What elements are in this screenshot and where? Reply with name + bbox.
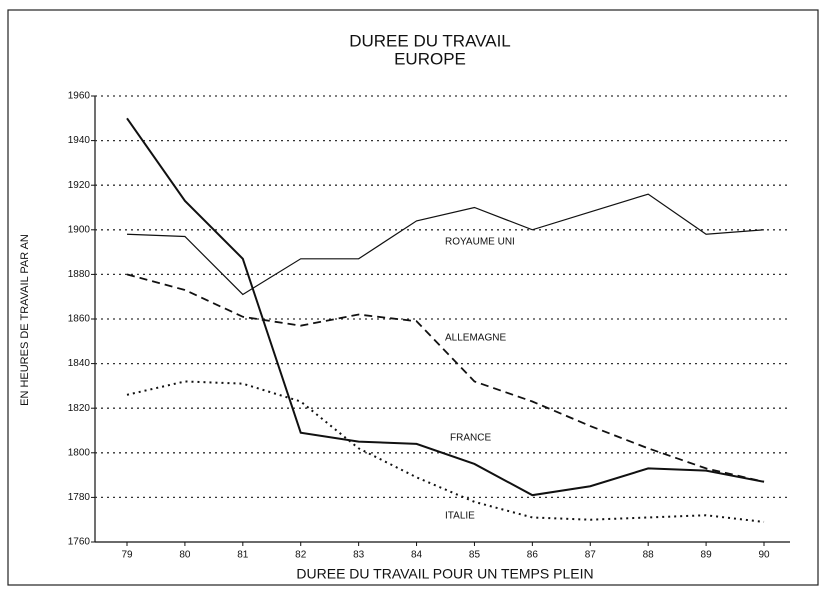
y-axis-title: EN HEURES DE TRAVAIL PAR AN <box>19 234 31 406</box>
y-tick-label: 1920 <box>68 180 91 191</box>
y-tick-label: 1800 <box>68 447 91 458</box>
series-line <box>126 273 765 483</box>
x-tick-label: 84 <box>411 550 423 561</box>
y-tick-label: 1760 <box>68 537 91 548</box>
x-tick-label: 81 <box>237 550 249 561</box>
x-tick-label: 87 <box>585 550 597 561</box>
series-label: ALLEMAGNE <box>445 333 506 344</box>
y-tick-label: 1940 <box>68 135 91 146</box>
chart-title: DUREE DU TRAVAIL <box>349 31 511 50</box>
y-tick-label: 1840 <box>68 358 91 369</box>
series-label: ROYAUME UNI <box>445 237 515 248</box>
x-tick-label: 90 <box>758 550 770 561</box>
x-tick-label: 88 <box>643 550 655 561</box>
series-label: FRANCE <box>450 433 491 444</box>
y-tick-label: 1860 <box>68 314 91 325</box>
x-axis-title: DUREE DU TRAVAIL POUR UN TEMPS PLEIN <box>296 566 593 582</box>
x-tick-label: 85 <box>469 550 481 561</box>
x-tick-label: 82 <box>295 550 307 561</box>
y-tick-label: 1820 <box>68 403 91 414</box>
series-label: ITALIE <box>445 511 475 522</box>
x-tick-label: 79 <box>121 550 133 561</box>
y-tick-label: 1880 <box>68 269 91 280</box>
x-tick-label: 83 <box>353 550 365 561</box>
series-line <box>126 193 765 296</box>
chart-subtitle: EUROPE <box>394 49 466 68</box>
x-tick-label: 89 <box>701 550 713 561</box>
series-line <box>126 117 765 497</box>
frame <box>7 9 819 586</box>
y-tick-label: 1960 <box>68 91 91 102</box>
x-tick-label: 80 <box>179 550 191 561</box>
series-line <box>126 380 765 523</box>
x-tick-label: 86 <box>527 550 539 561</box>
y-tick-label: 1900 <box>68 224 91 235</box>
y-tick-label: 1780 <box>68 492 91 503</box>
